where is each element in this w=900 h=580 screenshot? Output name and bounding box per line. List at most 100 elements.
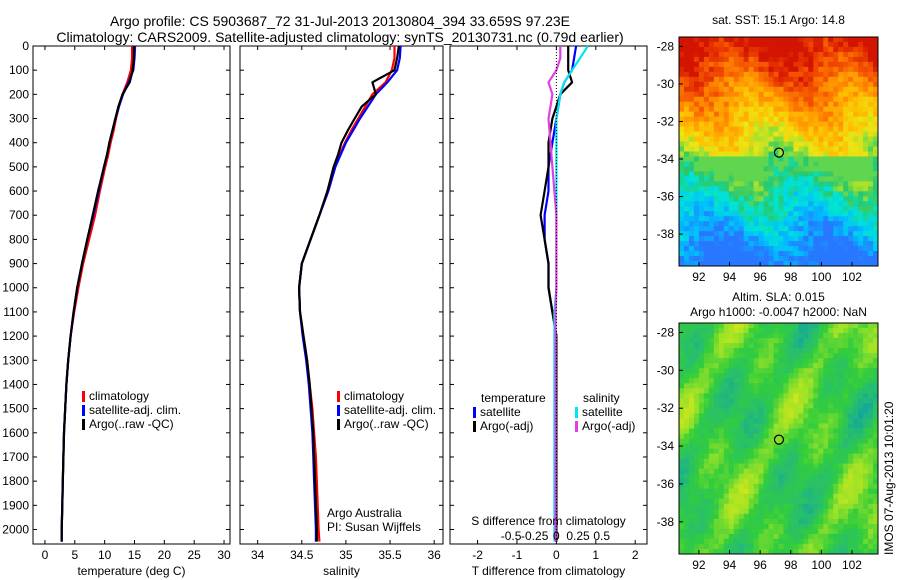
heatmap-cell [688,323,695,329]
heatmap-cell [813,518,819,525]
heatmap-cell [868,241,874,247]
heatmap-cell [803,191,809,197]
heatmap-cell [858,206,864,212]
heatmap-cell [808,338,814,344]
heatmap-cell [708,413,715,420]
heatmap-cell [708,533,715,540]
heatmap-cell [873,41,878,48]
heatmap-cell [773,251,780,257]
heatmap-cell [708,121,715,128]
heatmap-cell [753,338,760,344]
heatmap-cell [713,191,720,197]
heatmap-cell [863,338,869,344]
heatmap-cell [868,338,874,344]
heatmap-cell [788,458,795,465]
heatmap-cell [728,56,735,63]
heatmap-cell [833,37,839,43]
heatmap-cell [693,458,700,465]
heatmap-cell [713,66,720,73]
heatmap-cell [873,211,878,217]
heatmap-cell [853,246,859,252]
heatmap-cell [788,538,795,545]
heatmap-cell [748,56,755,63]
heatmap-cell [828,181,834,187]
x-tick-label: 102 [842,558,862,572]
heatmap-cell [763,328,770,334]
heatmap-cell [718,463,725,470]
heatmap-cell [823,141,829,148]
heatmap-cell [698,533,705,540]
heatmap-cell [733,186,740,192]
heatmap-cell [863,443,869,450]
y-tick-label: 700 [9,208,29,222]
heatmap-cell [773,96,780,103]
heatmap-cell [733,408,740,414]
heatmap-cell [688,518,695,525]
heatmap-cell [703,201,710,207]
heatmap-cell [858,353,864,359]
heatmap-cell [733,343,740,349]
heatmap-cell [818,176,824,182]
heatmap-cell [853,418,859,425]
heatmap-cell [688,126,695,133]
heatmap-cell [728,448,735,455]
heatmap-cell [768,453,775,460]
heatmap-cell [823,211,829,217]
plot-frame [32,45,231,545]
heatmap-cell [768,51,775,58]
heatmap-cell [763,388,770,394]
heatmap-cell [718,216,725,222]
heatmap-cell [798,423,804,430]
heatmap-cell [783,393,790,399]
heatmap-cell [773,373,780,379]
heatmap-cell [868,393,874,399]
heatmap-cell [838,473,844,480]
heatmap-cell [833,533,839,540]
heatmap-cell [803,403,809,409]
heatmap-cell [758,181,765,187]
heatmap-cell [723,166,730,173]
heatmap-cell [793,37,799,43]
heatmap-cell [833,523,839,530]
heatmap-cell [818,378,824,384]
heatmap-cell [833,81,839,88]
heatmap-cell [683,226,690,232]
heatmap-cell [683,413,690,420]
heatmap-cell [718,37,725,43]
heatmap-cell [778,211,785,217]
heatmap-cell [743,418,750,425]
heatmap-cell [778,513,785,520]
heatmap-cell [693,96,700,103]
heatmap-cell [738,498,745,505]
heatmap-cell [688,51,695,58]
heatmap-cell [713,358,720,364]
heatmap-cell [828,141,834,148]
heatmap-cell [713,211,720,217]
heatmap-cell [723,96,730,103]
heatmap-cell [813,56,819,63]
heatmap-cell [703,348,710,354]
heatmap-cell [738,206,745,212]
heatmap-cell [723,236,730,242]
heatmap-cell [703,86,710,93]
heatmap-cell [823,37,829,43]
heatmap-cell [758,196,765,202]
heatmap-cell [683,488,690,495]
heatmap-cell [743,488,750,495]
heatmap-cell [818,201,824,207]
heatmap-cell [873,388,878,394]
heatmap-cell [773,448,780,455]
heatmap-cell [743,206,750,212]
heatmap-cell [818,221,824,227]
heatmap-cell [708,353,715,359]
y-tick-label: 1100 [3,305,29,319]
heatmap-cell [788,96,795,103]
heatmap-cell [693,66,700,73]
heatmap-cell [848,418,854,425]
heatmap-cell [873,438,878,445]
heatmap-cell [773,261,780,266]
heatmap-cell [803,201,809,207]
heatmap-cell [753,533,760,540]
heatmap-cell [858,398,864,404]
y-tick-label: 0 [22,39,29,53]
